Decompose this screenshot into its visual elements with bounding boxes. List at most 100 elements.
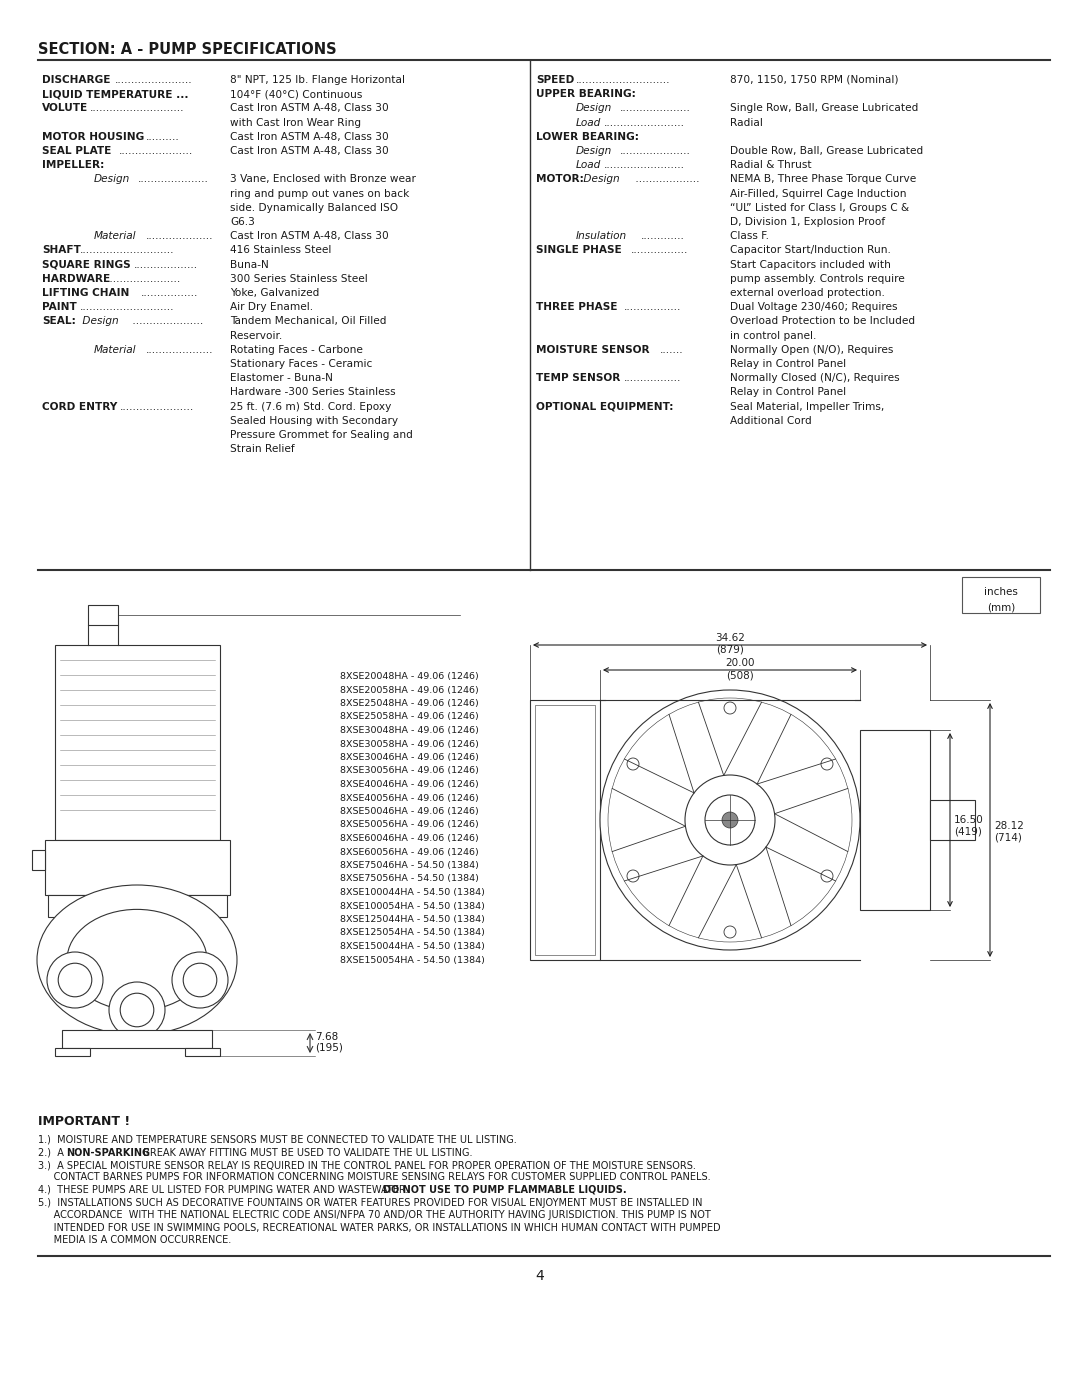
Text: side. Dynamically Balanced ISO: side. Dynamically Balanced ISO [230,203,399,212]
Bar [55,645,220,840]
Text: Relay in Control Panel: Relay in Control Panel [730,359,846,369]
Text: .................: ................. [624,373,681,383]
Text: .......: ....... [660,345,684,355]
Circle shape [608,698,852,942]
Text: MOTOR:: MOTOR: [536,175,584,184]
Text: .....................: ..................... [620,147,691,156]
Text: inches: inches [984,587,1018,597]
Circle shape [48,951,103,1009]
Text: 104°F (40°C) Continuous: 104°F (40°C) Continuous [230,89,363,99]
Text: external overload protection.: external overload protection. [730,288,885,298]
Text: Air-Filled, Squirrel Cage Induction: Air-Filled, Squirrel Cage Induction [730,189,906,198]
Text: Elastomer - Buna-N: Elastomer - Buna-N [230,373,333,383]
Text: 8XSE75056HA - 54.50 (1384): 8XSE75056HA - 54.50 (1384) [340,875,478,883]
Text: 8XSE20048HA - 49.06 (1246): 8XSE20048HA - 49.06 (1246) [340,672,478,680]
Text: 416 Stainless Steel: 416 Stainless Steel [230,246,332,256]
Text: .............: ............. [642,231,685,242]
Text: pump assembly. Controls require: pump assembly. Controls require [730,274,905,284]
Text: 2.)  A: 2.) A [38,1147,67,1158]
Text: Sealed Housing with Secondary: Sealed Housing with Secondary [230,416,399,426]
Text: Relay in Control Panel: Relay in Control Panel [730,387,846,397]
Text: Cast Iron ASTM A-48, Class 30: Cast Iron ASTM A-48, Class 30 [230,231,389,242]
Circle shape [627,870,639,882]
Text: Seal Material, Impeller Trims,: Seal Material, Impeller Trims, [730,401,885,412]
Text: (714): (714) [994,833,1022,842]
Text: 1.)  MOISTURE AND TEMPERATURE SENSORS MUST BE CONNECTED TO VALIDATE THE UL LISTI: 1.) MOISTURE AND TEMPERATURE SENSORS MUS… [38,1134,516,1146]
Circle shape [724,703,735,714]
Bar [860,731,930,909]
Text: D, Division 1, Explosion Proof: D, Division 1, Explosion Proof [730,217,886,226]
Bar [930,800,975,840]
Text: TEMP SENSOR: TEMP SENSOR [536,373,620,383]
Text: 8XSE40046HA - 49.06 (1246): 8XSE40046HA - 49.06 (1246) [340,780,478,789]
Circle shape [109,982,165,1038]
Text: Design: Design [94,175,131,184]
Text: “UL” Listed for Class I, Groups C &: “UL” Listed for Class I, Groups C & [730,203,909,212]
Text: ....................: .................... [146,345,214,355]
Text: 8XSE40056HA - 49.06 (1246): 8XSE40056HA - 49.06 (1246) [340,793,478,802]
Text: 8XSE30046HA - 49.06 (1246): 8XSE30046HA - 49.06 (1246) [340,753,478,761]
Text: SQUARE RINGS: SQUARE RINGS [42,260,131,270]
Text: Radial & Thrust: Radial & Thrust [730,161,812,170]
Text: (195): (195) [315,1042,342,1052]
Text: ............................: ............................ [80,302,175,312]
Text: ACCORDANCE  WITH THE NATIONAL ELECTRIC CODE ANSI/NFPA 70 AND/OR THE AUTHORITY HA: ACCORDANCE WITH THE NATIONAL ELECTRIC CO… [38,1210,711,1220]
Text: SHAFT: SHAFT [42,246,81,256]
Text: 4: 4 [536,1270,544,1284]
Text: LIQUID TEMPERATURE ...: LIQUID TEMPERATURE ... [42,89,189,99]
Text: Rotating Faces - Carbone: Rotating Faces - Carbone [230,345,363,355]
Text: SPEED: SPEED [536,75,575,85]
Text: PAINT: PAINT [42,302,77,312]
Text: Normally Open (N/O), Requires: Normally Open (N/O), Requires [730,345,893,355]
Text: (879): (879) [716,645,744,655]
Bar [87,605,118,624]
Text: .................: ................. [631,246,688,256]
Text: Hardware -300 Series Stainless: Hardware -300 Series Stainless [230,387,395,397]
Text: BREAK AWAY FITTING MUST BE USED TO VALIDATE THE UL LISTING.: BREAK AWAY FITTING MUST BE USED TO VALID… [140,1147,473,1158]
Circle shape [705,795,755,845]
Text: 8XSE125044HA - 54.50 (1384): 8XSE125044HA - 54.50 (1384) [340,915,485,923]
Circle shape [723,812,738,828]
Text: (419): (419) [954,827,982,837]
Text: ............................: ............................ [576,75,671,85]
Text: Design: Design [576,147,612,156]
Text: UPPER BEARING:: UPPER BEARING: [536,89,636,99]
Text: Start Capacitors included with: Start Capacitors included with [730,260,891,270]
Circle shape [685,775,775,865]
Bar [530,700,600,960]
Text: ............................: ............................ [90,103,185,113]
Bar [45,840,230,895]
Text: Double Row, Ball, Grease Lubricated: Double Row, Ball, Grease Lubricated [730,147,923,156]
Text: Yoke, Galvanized: Yoke, Galvanized [230,288,320,298]
Text: Design: Design [79,316,119,327]
Text: IMPELLER:: IMPELLER: [42,161,105,170]
Text: DISCHARGE: DISCHARGE [42,75,110,85]
Text: ............................: ............................ [80,246,175,256]
Text: Cast Iron ASTM A-48, Class 30: Cast Iron ASTM A-48, Class 30 [230,147,389,156]
Text: (mm): (mm) [987,604,1015,613]
Text: SEAL:: SEAL: [42,316,76,327]
Text: 8XSE30056HA - 49.06 (1246): 8XSE30056HA - 49.06 (1246) [340,767,478,775]
Text: SECTION: A - PUMP SPECIFICATIONS: SECTION: A - PUMP SPECIFICATIONS [38,42,337,57]
Circle shape [58,963,92,997]
Text: 870, 1150, 1750 RPM (Nominal): 870, 1150, 1750 RPM (Nominal) [730,75,899,85]
Text: Tandem Mechanical, Oil Filled: Tandem Mechanical, Oil Filled [230,316,387,327]
Text: Cast Iron ASTM A-48, Class 30: Cast Iron ASTM A-48, Class 30 [230,131,389,142]
Text: MOTOR HOUSING: MOTOR HOUSING [42,131,145,142]
Text: 8XSE25048HA - 49.06 (1246): 8XSE25048HA - 49.06 (1246) [340,698,478,708]
Text: VOLUTE: VOLUTE [42,103,89,113]
Text: 25 ft. (7.6 m) Std. Cord. Epoxy: 25 ft. (7.6 m) Std. Cord. Epoxy [230,401,391,412]
Circle shape [172,951,228,1009]
Text: Class F.: Class F. [730,231,769,242]
Text: 8" NPT, 125 lb. Flange Horizontal: 8" NPT, 125 lb. Flange Horizontal [230,75,405,85]
Text: Material: Material [94,345,136,355]
Circle shape [821,870,833,882]
Text: CONTACT BARNES PUMPS FOR INFORMATION CONCERNING MOISTURE SENSING RELAYS FOR CUST: CONTACT BARNES PUMPS FOR INFORMATION CON… [38,1172,711,1182]
Text: 8XSE75046HA - 54.50 (1384): 8XSE75046HA - 54.50 (1384) [340,861,478,870]
Text: SEAL PLATE: SEAL PLATE [42,147,111,156]
Text: .................: ................. [624,302,681,312]
Text: LOWER BEARING:: LOWER BEARING: [536,131,639,142]
Text: 8XSE25058HA - 49.06 (1246): 8XSE25058HA - 49.06 (1246) [340,712,478,721]
Text: with Cast Iron Wear Ring: with Cast Iron Wear Ring [230,117,361,127]
Text: OPTIONAL EQUIPMENT:: OPTIONAL EQUIPMENT: [536,401,674,412]
